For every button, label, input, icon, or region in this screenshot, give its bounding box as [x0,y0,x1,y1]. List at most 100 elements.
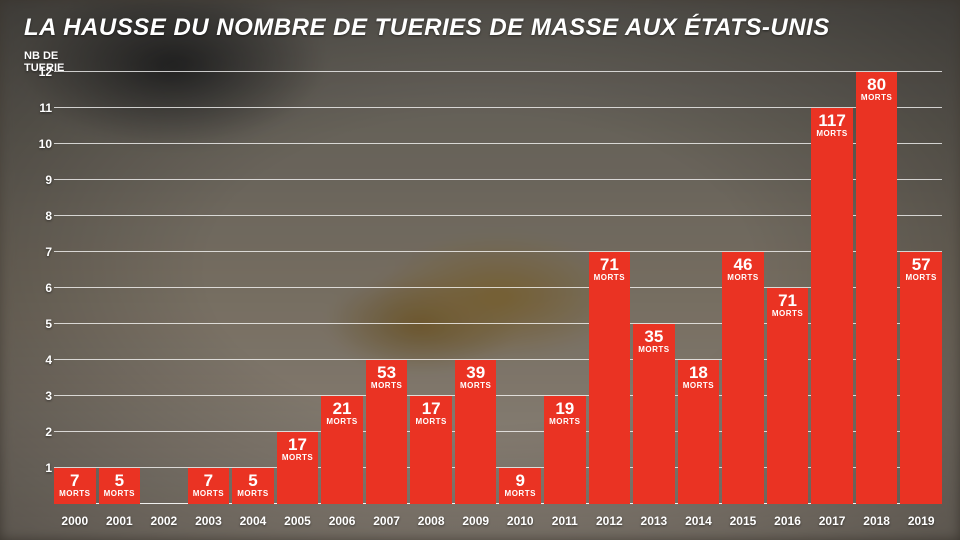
bar-value-unit: MORTS [633,346,675,354]
bar: 39MORTS [455,360,497,504]
bar-value-unit: MORTS [232,490,274,498]
bar-value-unit: MORTS [54,490,96,498]
y-tick: 7 [45,245,52,259]
bar-value-number: 117 [811,112,853,130]
bar-slot: 17MORTS [277,72,319,504]
bar-slot: 80MORTS [856,72,898,504]
bar: 18MORTS [678,360,720,504]
x-axis-label: 2006 [321,514,363,528]
bar: 17MORTS [277,432,319,504]
x-axis-label: 2008 [410,514,452,528]
x-axis-label: 2000 [54,514,96,528]
bar-value-unit: MORTS [856,94,898,102]
bar-value-label: 57MORTS [900,256,942,282]
y-tick: 1 [45,461,52,475]
bar-value-number: 71 [767,292,809,310]
bar-value-unit: MORTS [811,130,853,138]
bar-value-unit: MORTS [678,382,720,390]
x-axis-label: 2001 [99,514,141,528]
bar-value-unit: MORTS [410,418,452,426]
bar-slot: 18MORTS [678,72,720,504]
y-tick: 12 [39,65,52,79]
bar-value-label: 46MORTS [722,256,764,282]
bar-slot: 17MORTS [410,72,452,504]
bar-value-unit: MORTS [188,490,230,498]
bar: 46MORTS [722,252,764,504]
bar-slot: 71MORTS [767,72,809,504]
bar-value-unit: MORTS [589,274,631,282]
bar-value-label: 117MORTS [811,112,853,138]
bar-slot: 7MORTS [54,72,96,504]
bar-value-number: 17 [277,436,319,454]
bar: 9MORTS [499,468,541,504]
bar-value-number: 5 [99,472,141,490]
x-axis-label: 2012 [589,514,631,528]
bar-slot: 35MORTS [633,72,675,504]
bar-value-number: 7 [188,472,230,490]
bar-value-number: 18 [678,364,720,382]
bar: 35MORTS [633,324,675,504]
bar: 57MORTS [900,252,942,504]
y-axis: 123456789101112 [24,72,52,504]
bar-value-label: 80MORTS [856,76,898,102]
x-axis-label: 2017 [811,514,853,528]
x-axis-label: 2011 [544,514,586,528]
x-axis-label: 2010 [499,514,541,528]
bar-value-label: 7MORTS [188,472,230,498]
bar-value-unit: MORTS [900,274,942,282]
bar-value-label: 9MORTS [499,472,541,498]
bar-value-number: 5 [232,472,274,490]
bar-value-unit: MORTS [366,382,408,390]
bar-value-label: 5MORTS [99,472,141,498]
bar-slot: 9MORTS [499,72,541,504]
bar-value-label: 19MORTS [544,400,586,426]
y-tick: 10 [39,137,52,151]
y-tick: 11 [39,101,52,115]
y-tick: 9 [45,173,52,187]
y-tick: 3 [45,389,52,403]
bar-value-label: 7MORTS [54,472,96,498]
bar-value-number: 7 [54,472,96,490]
bar-value-label: 5MORTS [232,472,274,498]
bar-slot: 53MORTS [366,72,408,504]
bar-value-number: 57 [900,256,942,274]
bar-value-number: 39 [455,364,497,382]
bar-value-unit: MORTS [544,418,586,426]
bar-value-unit: MORTS [99,490,141,498]
bar-value-label: 21MORTS [321,400,363,426]
y-tick: 8 [45,209,52,223]
bar: 71MORTS [589,252,631,504]
x-axis-label: 2018 [856,514,898,528]
chart-title: LA HAUSSE DU NOMBRE DE TUERIES DE MASSE … [24,14,830,42]
bar-value-number: 80 [856,76,898,94]
bar: 7MORTS [54,468,96,504]
bar-slot: 19MORTS [544,72,586,504]
x-axis-label: 2019 [900,514,942,528]
bar-slot: 5MORTS [232,72,274,504]
bar-value-label: 71MORTS [589,256,631,282]
bar-value-label: 17MORTS [410,400,452,426]
bar-value-label: 71MORTS [767,292,809,318]
bar-slot: 7MORTS [188,72,230,504]
bar-slot [143,72,185,504]
bar-value-unit: MORTS [767,310,809,318]
bar-value-label: 18MORTS [678,364,720,390]
y-tick: 6 [45,281,52,295]
x-axis-label: 2015 [722,514,764,528]
x-axis-label: 2005 [277,514,319,528]
bar: 53MORTS [366,360,408,504]
x-axis-label: 2003 [188,514,230,528]
bar-value-number: 21 [321,400,363,418]
x-axis-label: 2014 [678,514,720,528]
bar-value-unit: MORTS [321,418,363,426]
y-tick: 4 [45,353,52,367]
bar-slot: 117MORTS [811,72,853,504]
bar: 117MORTS [811,108,853,504]
bar-slot: 46MORTS [722,72,764,504]
chart-frame: LA HAUSSE DU NOMBRE DE TUERIES DE MASSE … [0,0,960,540]
bar-value-number: 19 [544,400,586,418]
bar-value-number: 9 [499,472,541,490]
bar: 5MORTS [99,468,141,504]
bar-value-unit: MORTS [277,454,319,462]
y-tick: 2 [45,425,52,439]
